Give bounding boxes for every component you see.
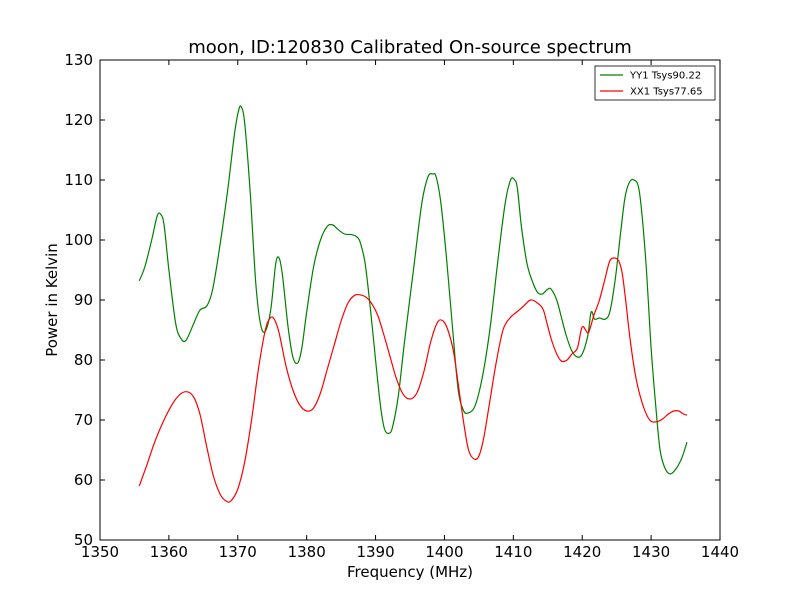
x-tick-label: 1390 xyxy=(356,543,394,561)
series-line-yy1 xyxy=(138,105,688,475)
y-tick-label: 110 xyxy=(64,171,93,189)
x-tick-label: 1420 xyxy=(563,543,601,561)
legend-label: YY1 Tsys90.22 xyxy=(629,71,701,82)
chart-title: moon, ID:120830 Calibrated On-source spe… xyxy=(188,37,632,58)
x-tick-label: 1380 xyxy=(288,543,326,561)
y-tick-label: 50 xyxy=(74,531,93,549)
y-tick-label: 70 xyxy=(74,411,93,429)
y-tick-label: 80 xyxy=(74,351,93,369)
legend: YY1 Tsys90.22 XX1 Tsys77.65 xyxy=(594,65,716,101)
y-axis: 50 60 70 80 90 100 110 120 130 xyxy=(64,51,720,549)
x-tick-label: 1350 xyxy=(81,543,119,561)
y-axis-label: Power in Kelvin xyxy=(43,243,61,357)
y-tick-label: 100 xyxy=(64,231,93,249)
x-axis: 1350 1360 1370 1380 1390 1400 1410 1420 1430 1440 xyxy=(81,60,739,561)
y-tick-label: 120 xyxy=(64,111,93,129)
plot-area xyxy=(99,59,721,541)
y-tick-label: 130 xyxy=(64,51,93,69)
y-tick-label: 90 xyxy=(74,291,93,309)
series-layer xyxy=(138,105,688,503)
y-tick-label: 60 xyxy=(74,471,93,489)
x-tick-label: 1410 xyxy=(494,543,532,561)
x-tick-label: 1400 xyxy=(425,543,463,561)
x-tick-label: 1360 xyxy=(150,543,188,561)
x-tick-label: 1370 xyxy=(219,543,257,561)
legend-label: XX1 Tsys77.65 xyxy=(630,87,703,98)
x-axis-label: Frequency (MHz) xyxy=(347,563,473,581)
x-tick-label: 1430 xyxy=(632,543,670,561)
legend-box xyxy=(594,65,716,101)
x-tick-label: 1440 xyxy=(701,543,739,561)
series-line-xx1 xyxy=(138,257,688,503)
